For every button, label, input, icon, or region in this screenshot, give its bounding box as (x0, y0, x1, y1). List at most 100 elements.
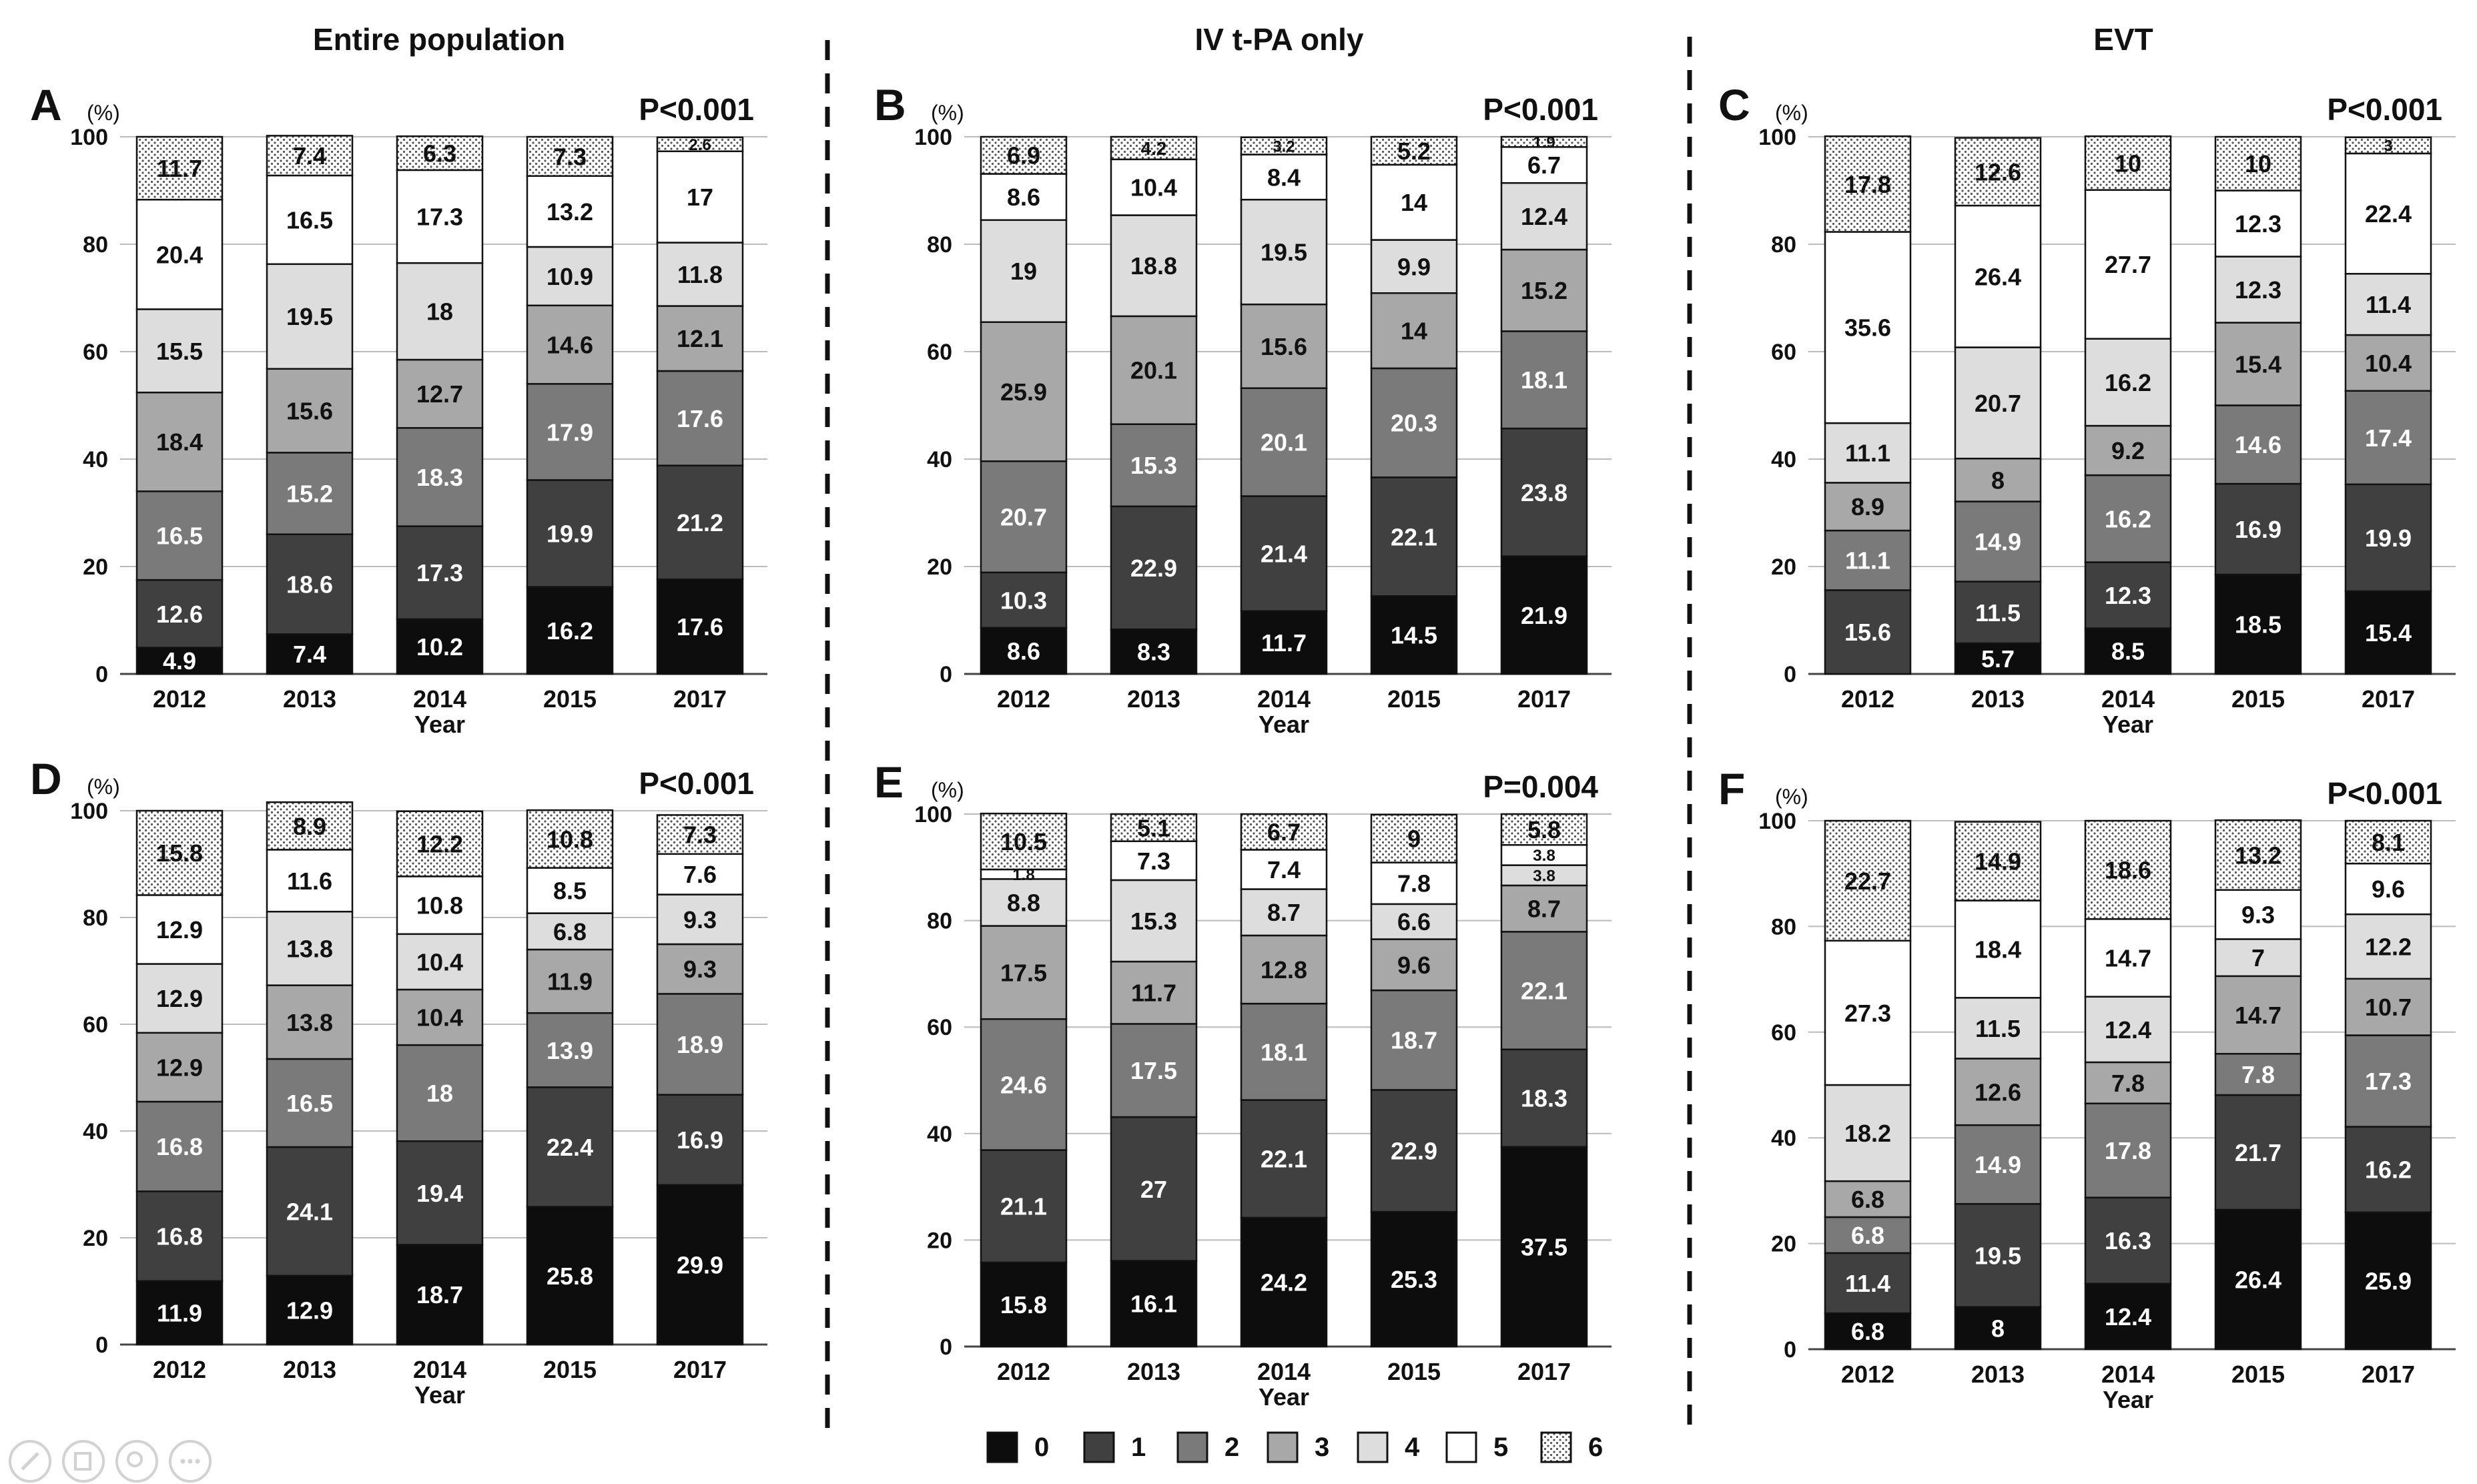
bar-segment (1824, 529, 1912, 591)
bar-segment (1110, 135, 1198, 161)
data-label: 27.7 (2105, 251, 2151, 278)
data-label: 12.6 (156, 601, 203, 628)
bar-segment (1824, 1084, 1912, 1182)
icon-dot (188, 1459, 193, 1464)
bar-segment (980, 571, 1068, 629)
data-label: 10.4 (2365, 350, 2412, 377)
panel-letter: B (874, 80, 906, 129)
data-label: 19.4 (416, 1180, 463, 1207)
data-label: 14.6 (547, 331, 593, 358)
x-tick-label: 2012 (153, 685, 206, 713)
bar-segment (396, 618, 484, 675)
data-label: 11.8 (677, 261, 723, 288)
chart-panel-a: A (%) P<0.001 0 20 40 60 80 100 4.9 12.6 16.5 18.4 15… (30, 80, 767, 738)
legend-item-5: 5 (1445, 1431, 1508, 1463)
data-label: 3.8 (1533, 867, 1555, 885)
bar-segment (2344, 913, 2432, 980)
bar-segment (1954, 581, 2042, 645)
bar-segment (1370, 135, 1458, 166)
y-tick-label: 80 (83, 905, 108, 931)
bar-segment (2084, 1196, 2172, 1285)
bar-segment (1954, 1202, 2042, 1308)
data-label: 24.6 (1000, 1071, 1047, 1098)
data-label: 20.1 (1130, 357, 1177, 384)
data-label: 6.7 (1267, 819, 1301, 846)
data-label: 11.6 (287, 867, 332, 895)
bar-segment (1500, 330, 1588, 430)
data-label: 14 (1401, 189, 1427, 216)
x-tick-label: 2014 (2101, 685, 2155, 713)
bar-segment (396, 169, 484, 264)
zoom-icon (115, 1440, 158, 1483)
x-tick-label: 2014 (1257, 1358, 1311, 1385)
bar-segment (396, 988, 484, 1046)
data-label: 9 (1407, 825, 1421, 853)
bar-segment (135, 1100, 224, 1192)
data-label: 11.4 (2366, 291, 2411, 318)
data-label: 21.1 (1000, 1193, 1047, 1220)
bar-segment (656, 893, 744, 946)
bar-segment (1954, 204, 2042, 348)
data-label: 10.5 (1000, 828, 1047, 855)
bar-segment (1500, 1146, 1588, 1348)
y-tick-label: 80 (927, 909, 952, 934)
legend-item-4: 4 (1357, 1431, 1420, 1463)
data-label: 12.1 (677, 325, 723, 352)
data-label: 18.5 (2235, 611, 2281, 638)
bar-segment (1824, 1216, 1912, 1254)
data-label: 6.9 (1007, 142, 1040, 169)
data-label: 21.4 (1261, 540, 1307, 568)
bar-segment (2084, 189, 2172, 340)
chart-panel-e: E (%) P=0.004 0 20 40 60 80 100 15.8 21.1 24.6 17.5 8… (874, 757, 1612, 1411)
data-label: 9.3 (683, 906, 717, 934)
x-axis-title: Year (2103, 711, 2153, 738)
y-tick-label: 0 (1784, 1337, 1796, 1363)
p-value-label: P=0.004 (1483, 769, 1598, 804)
legend-item-1: 1 (1083, 1431, 1146, 1463)
panel-letter: D (30, 754, 62, 803)
bar-segment (1110, 158, 1198, 216)
data-label: 24.1 (286, 1198, 333, 1225)
data-label: 17.4 (2365, 424, 2412, 452)
bar-segment (1240, 610, 1328, 675)
x-tick-label: 2015 (543, 685, 597, 713)
data-label: 12.4 (2105, 1016, 2151, 1044)
bar-segment (1500, 1048, 1588, 1148)
data-label: 17.6 (677, 613, 723, 641)
data-label: 8.6 (1007, 183, 1040, 211)
legend-swatch (1445, 1431, 1477, 1463)
x-tick-label: 2015 (1387, 685, 1441, 713)
data-label: 18.7 (1391, 1027, 1437, 1054)
data-label: 11.7 (1261, 629, 1307, 657)
bar-segment (1110, 423, 1198, 508)
legend-label: 4 (1405, 1433, 1420, 1462)
data-label: 8.7 (1527, 895, 1561, 923)
data-label: 6.8 (1851, 1318, 1884, 1345)
bar-segment (2214, 256, 2302, 324)
data-label: 7.3 (553, 143, 587, 170)
x-tick-label: 2015 (2231, 685, 2285, 713)
bar-segment (266, 368, 354, 454)
bar-segment (135, 198, 224, 310)
data-label: 16.2 (547, 617, 593, 645)
icon-dot (195, 1459, 200, 1464)
column-title-evt: EVT (2093, 22, 2153, 57)
data-label: 17.8 (1844, 171, 1891, 198)
data-label: 12.9 (286, 1296, 333, 1324)
data-label: 18.1 (1521, 366, 1567, 394)
y-tick-label: 60 (1771, 340, 1796, 365)
data-label: 5.1 (1137, 814, 1170, 841)
x-tick-label: 2012 (997, 1358, 1050, 1385)
data-label: 20.1 (1261, 429, 1307, 456)
data-label: 7.8 (1397, 870, 1431, 897)
bar-segment (1240, 813, 1328, 851)
x-tick-label: 2013 (283, 1356, 336, 1383)
data-label: 11.7 (1131, 980, 1176, 1007)
bar-segment (980, 1149, 1068, 1264)
bar-segment (656, 579, 744, 675)
bar-segment (135, 647, 224, 675)
data-label: 13.8 (286, 935, 333, 962)
bar-segment (526, 1206, 614, 1346)
data-label: 27.3 (1844, 1000, 1891, 1027)
